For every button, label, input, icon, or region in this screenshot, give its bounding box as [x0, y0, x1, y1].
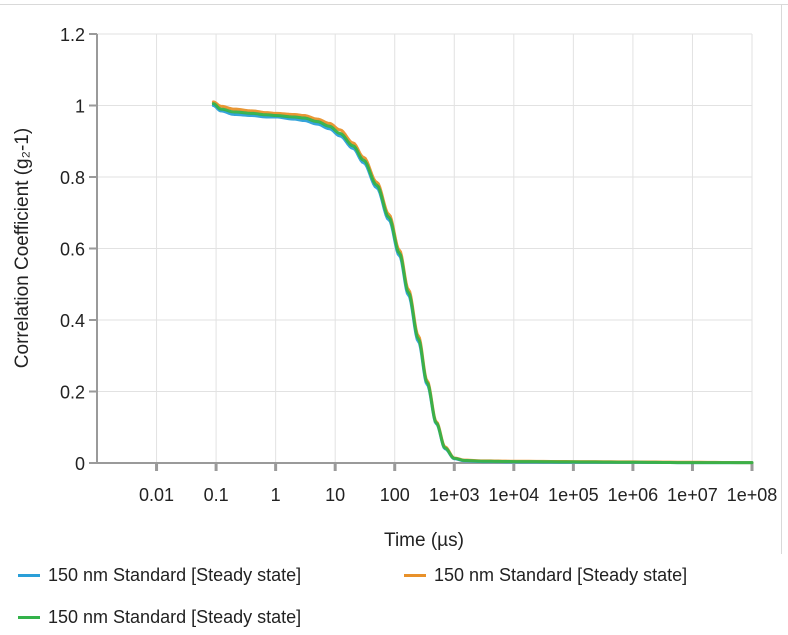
- y-tick-label: 1.2: [60, 25, 85, 45]
- y-axis-label: Correlation Coefficient (g₂-1): [12, 128, 33, 368]
- x-tick-label: 1e+07: [667, 485, 718, 505]
- series-line-1: [211, 104, 754, 465]
- axes: [89, 33, 754, 471]
- correlation-chart: 0.01 0.1 1 10 100 1e+03 1e+04 1e+05 1e+06 1e+07 1e…: [12, 25, 777, 551]
- legend-swatch-2: [404, 574, 426, 577]
- x-tick-label: 10: [325, 485, 345, 505]
- y-tick-label: 0.2: [60, 383, 85, 403]
- y-tick-label: 0.4: [60, 311, 85, 331]
- y-tick-label: 1: [75, 97, 85, 117]
- legend-label-2: 150 nm Standard [Steady state]: [434, 565, 688, 585]
- series-lines: [211, 100, 754, 465]
- legend-label-3: 150 nm Standard [Steady state]: [48, 607, 302, 627]
- x-tick-label: 100: [380, 485, 410, 505]
- series-line-3: [211, 102, 754, 465]
- legend-item-3[interactable]: 150 nm Standard [Steady state]: [18, 607, 301, 628]
- legend-item-1[interactable]: 150 nm Standard [Steady state]: [18, 565, 301, 586]
- x-tick-label: 1e+04: [489, 485, 540, 505]
- legend-swatch-1: [18, 574, 40, 577]
- top-border: [0, 4, 788, 5]
- x-tick-label: 1: [271, 485, 281, 505]
- x-tick-label: 1e+06: [608, 485, 659, 505]
- right-border: [781, 4, 782, 554]
- x-axis-label: Time (µs): [384, 530, 464, 551]
- y-tick-label: 0.8: [60, 168, 85, 188]
- x-tick-label: 1e+08: [727, 485, 778, 505]
- x-tick-label: 1e+05: [548, 485, 599, 505]
- series-line-2: [211, 100, 754, 465]
- x-tick-label: 1e+03: [429, 485, 480, 505]
- y-tick-label: 0: [75, 454, 85, 474]
- legend-label-1: 150 nm Standard [Steady state]: [48, 565, 302, 585]
- grid-lines: [97, 33, 753, 463]
- x-tick-label: 0.01: [139, 485, 174, 505]
- tick-labels: 0.01 0.1 1 10 100 1e+03 1e+04 1e+05 1e+06 1e+07 1e…: [60, 25, 777, 505]
- y-tick-label: 0.6: [60, 240, 85, 260]
- legend-item-2[interactable]: 150 nm Standard [Steady state]: [404, 565, 687, 586]
- x-tick-label: 0.1: [204, 485, 229, 505]
- legend-swatch-3: [18, 616, 40, 619]
